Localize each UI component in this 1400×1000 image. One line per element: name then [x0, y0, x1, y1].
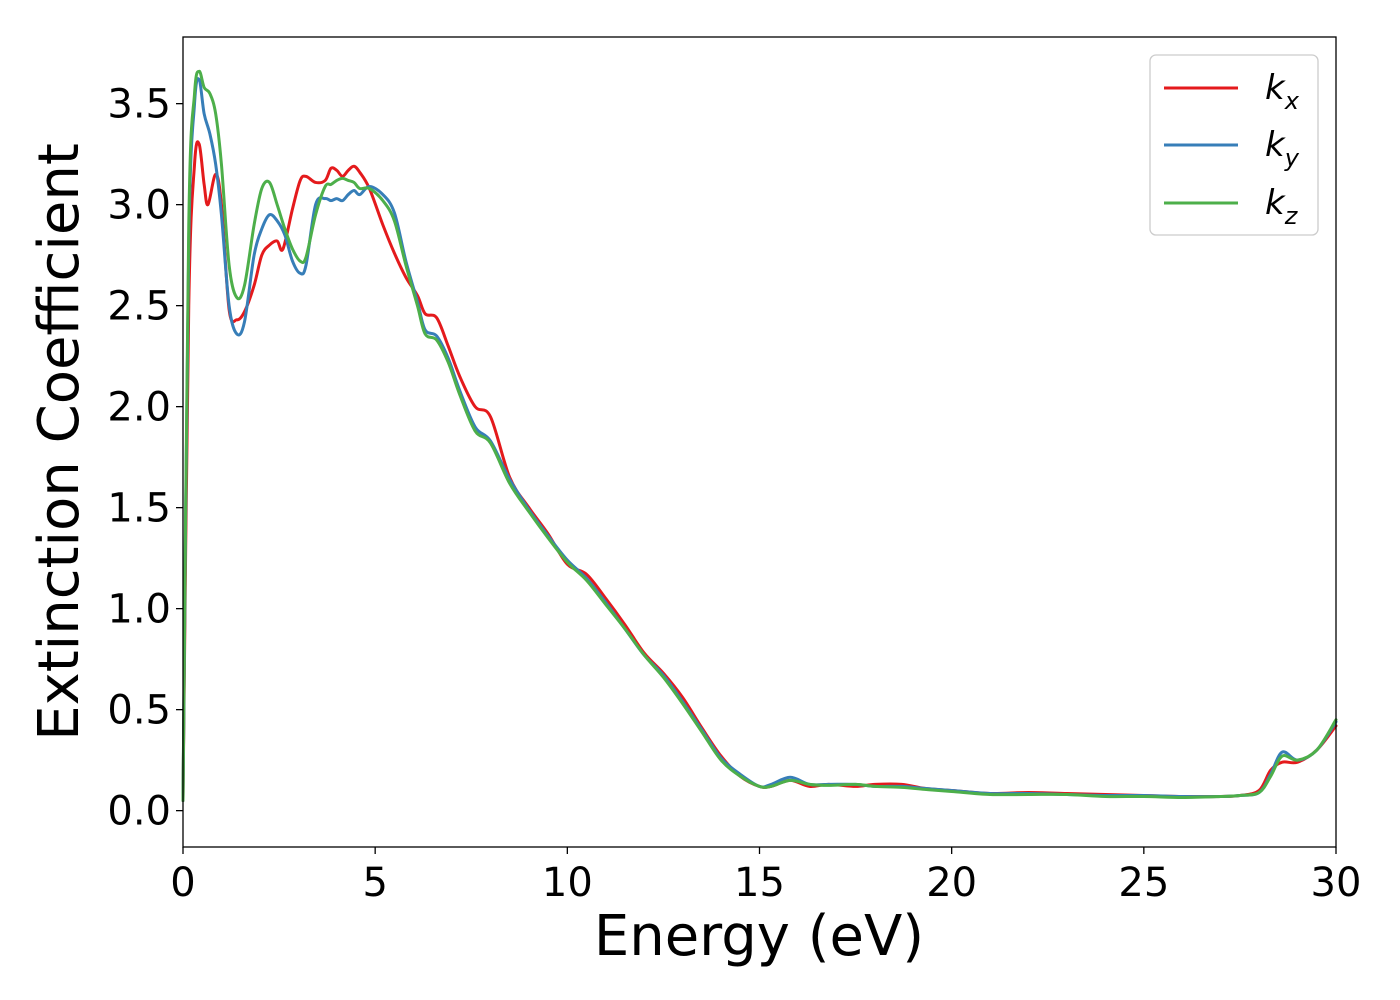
y-tick-label: 3.5 — [107, 82, 171, 128]
x-tick-label: 0 — [170, 860, 195, 906]
x-tick-label: 25 — [1118, 860, 1169, 906]
y-axis: 0.0 0.5 1.0 1.5 2.0 2.5 3.0 3.5 — [107, 82, 183, 835]
y-axis-title: Extinction Coefficient — [27, 143, 92, 741]
x-tick-label: 15 — [734, 860, 785, 906]
x-tick-label: 5 — [362, 860, 387, 906]
series-line-kx — [181, 140, 1338, 803]
plot-lines — [181, 69, 1338, 803]
y-tick-label: 3.0 — [107, 183, 171, 229]
y-tick-label: 2.5 — [107, 284, 171, 330]
x-axis-title: Energy (eV) — [594, 904, 924, 969]
legend-label: kz — [1265, 183, 1299, 230]
x-tick-label: 20 — [926, 860, 977, 906]
x-tick-label: 10 — [542, 860, 593, 906]
y-tick-label: 1.5 — [107, 486, 171, 532]
series-line-kz — [181, 69, 1338, 803]
legend-label: ky — [1265, 125, 1300, 172]
y-tick-label: 1.0 — [107, 587, 171, 633]
y-tick-label: 0.0 — [107, 789, 171, 835]
legend: kx ky kz — [1149, 54, 1319, 236]
legend-label: kx — [1265, 68, 1300, 115]
x-axis: 0 5 10 15 20 25 30 — [170, 847, 1361, 906]
y-tick-label: 2.0 — [107, 385, 171, 431]
x-tick-label: 30 — [1311, 860, 1362, 906]
y-tick-label: 0.5 — [107, 688, 171, 734]
